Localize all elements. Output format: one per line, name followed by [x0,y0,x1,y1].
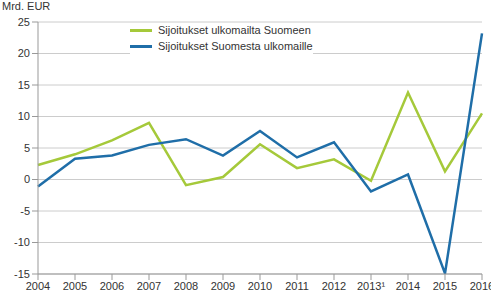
svg-text:2016: 2016 [470,280,483,292]
svg-text:2014: 2014 [396,280,420,292]
html-text:Mrd. EUR: Mrd. EUR [2,0,51,12]
html-text:Sijoitukset Suomesta ulkomaill: Sijoitukset Suomesta ulkomaille [158,40,313,52]
svg-text:2010: 2010 [248,280,272,292]
svg-text:20: 20 [18,47,30,59]
html-text:Sijoitukset ulkomailta Suomeen: Sijoitukset ulkomailta Suomeen [158,24,311,36]
svg-text:5: 5 [24,142,30,154]
svg-text:2013¹: 2013¹ [357,280,385,292]
svg-text:2012: 2012 [322,280,346,292]
svg-text:2009: 2009 [211,280,235,292]
svg-text:2015: 2015 [433,280,457,292]
svg-text:10: 10 [18,110,30,122]
svg-text:2008: 2008 [174,280,198,292]
svg-text:-15: -15 [14,268,30,280]
svg-text:2007: 2007 [137,280,161,292]
svg-text:-10: -10 [14,236,30,248]
svg-text:2005: 2005 [63,280,87,292]
svg-text:0: 0 [24,173,30,185]
svg-text:-5: -5 [20,205,30,217]
svg-text:2006: 2006 [100,280,124,292]
svg-text:2004: 2004 [26,280,50,292]
svg-text:2011: 2011 [285,280,309,292]
svg-text:25: 25 [18,16,30,28]
svg-text:15: 15 [18,79,30,91]
